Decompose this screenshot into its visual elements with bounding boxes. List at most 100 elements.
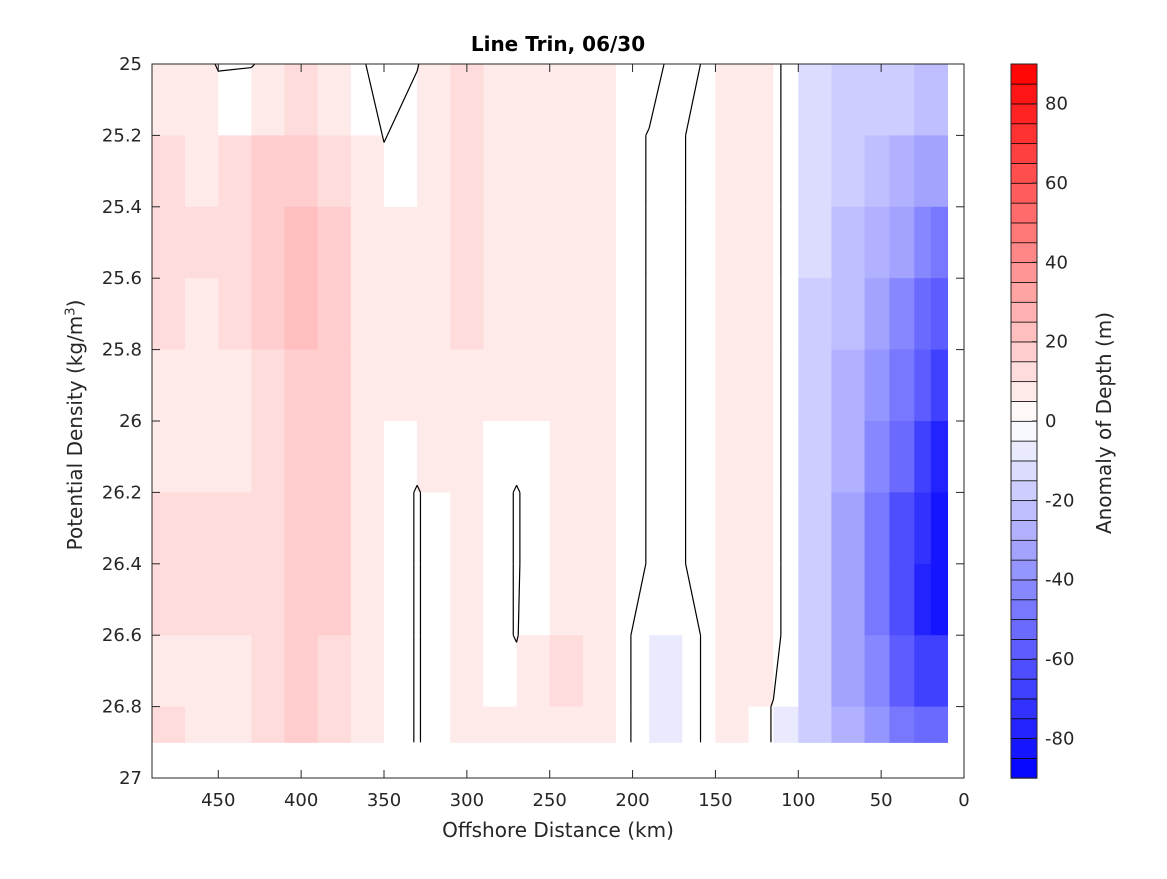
contour-cell	[350, 635, 385, 708]
contour-cell	[549, 635, 584, 708]
contour-cell	[350, 278, 385, 351]
contour-cell	[549, 563, 584, 636]
contour-cell	[582, 563, 617, 636]
contour-cell	[218, 563, 253, 636]
contour-cell	[914, 635, 932, 708]
contour-cell	[549, 64, 584, 136]
colorbar-tick-label: -60	[1045, 649, 1074, 670]
contour-cell	[218, 492, 253, 565]
contour-cell	[450, 135, 485, 208]
contour-cell	[218, 135, 253, 208]
colorbar-band	[1010, 440, 1038, 462]
contour-cell	[831, 492, 866, 565]
contour-cell	[185, 64, 219, 136]
colorbar-band	[1010, 658, 1038, 680]
zero-contour-segment	[416, 485, 422, 493]
contour-cell	[152, 421, 186, 493]
colorbar-tick-label: -40	[1045, 570, 1074, 591]
contour-cell	[516, 706, 551, 743]
colorbar-band	[1010, 559, 1038, 581]
contour-cell	[218, 64, 253, 136]
contour-cell	[682, 635, 717, 708]
contour-cell	[715, 635, 750, 708]
contour-cell	[284, 206, 319, 279]
contour-cell	[483, 278, 518, 351]
contour-cell	[483, 64, 518, 136]
contour-cell	[384, 421, 418, 493]
contour-cell	[798, 563, 833, 636]
colorbar-band	[1010, 757, 1038, 779]
contour-cell	[350, 421, 385, 493]
contour-cell	[317, 421, 352, 493]
contour-cell	[748, 706, 775, 743]
contour-cell	[384, 706, 418, 743]
contour-cell	[516, 563, 551, 636]
contour-cell	[798, 706, 833, 743]
zero-contour-segment	[512, 634, 518, 643]
colorbar-band	[1010, 222, 1038, 244]
y-tick-label: 26.4	[102, 554, 142, 575]
contour-cell	[864, 135, 891, 208]
contour-cell	[251, 421, 286, 493]
zero-contour-segment	[365, 63, 383, 136]
contour-cell	[682, 206, 717, 279]
contour-cell	[930, 278, 949, 351]
contour-cell	[914, 349, 932, 422]
contour-cell	[914, 492, 932, 565]
contour-cell	[914, 706, 932, 743]
contour-cell	[616, 635, 650, 708]
colorbar-band	[1010, 539, 1038, 561]
colorbar-band	[1010, 281, 1038, 303]
contour-cell	[251, 635, 286, 708]
x-tick-label: 0	[958, 790, 969, 811]
contour-cell	[616, 135, 650, 208]
zero-contour-segment	[516, 485, 521, 493]
zero-contour-segment	[214, 63, 219, 72]
contour-cell	[649, 635, 683, 708]
contour-cell	[831, 278, 866, 351]
contour-cell	[748, 135, 775, 208]
contour-cell	[930, 563, 949, 636]
contour-cell	[715, 135, 750, 208]
contour-cell	[317, 563, 352, 636]
contour-cell	[682, 492, 717, 565]
colorbar-band	[1010, 519, 1038, 541]
contour-cell	[914, 278, 932, 351]
colorbar-band	[1010, 83, 1038, 105]
contour-cell	[549, 492, 584, 565]
contour-cell	[864, 706, 891, 743]
contour-cell	[317, 278, 352, 351]
contour-cell	[748, 64, 775, 136]
colorbar-band	[1010, 480, 1038, 502]
contour-cell	[417, 421, 451, 493]
contour-cell	[516, 492, 551, 565]
contour-cell	[350, 563, 385, 636]
contour-cell	[715, 492, 750, 565]
contour-cell	[864, 278, 891, 351]
contour-cell	[798, 635, 833, 708]
contour-cell	[930, 635, 949, 708]
contour-cell	[914, 206, 932, 279]
contour-cell	[864, 206, 891, 279]
contour-cell	[549, 206, 584, 279]
colorbar-band	[1010, 182, 1038, 204]
zero-contour-segment	[413, 485, 418, 493]
contour-cell	[682, 706, 717, 743]
colorbar-band	[1010, 618, 1038, 640]
contour-cell	[384, 635, 418, 708]
contour-cell	[773, 635, 799, 708]
contour-cell	[914, 563, 932, 636]
contour-cell	[218, 706, 253, 743]
contour-cell	[582, 349, 617, 422]
contour-cell	[831, 135, 866, 208]
contour-cell	[284, 278, 319, 351]
contour-cell	[582, 635, 617, 708]
colorbar-band	[1010, 142, 1038, 164]
zero-contour-segment	[685, 563, 702, 636]
zero-contour-segment	[515, 635, 519, 643]
colorbar-band	[1010, 599, 1038, 621]
contour-cell	[616, 206, 650, 279]
contour-cell	[251, 563, 286, 636]
contour-cell	[483, 706, 518, 743]
